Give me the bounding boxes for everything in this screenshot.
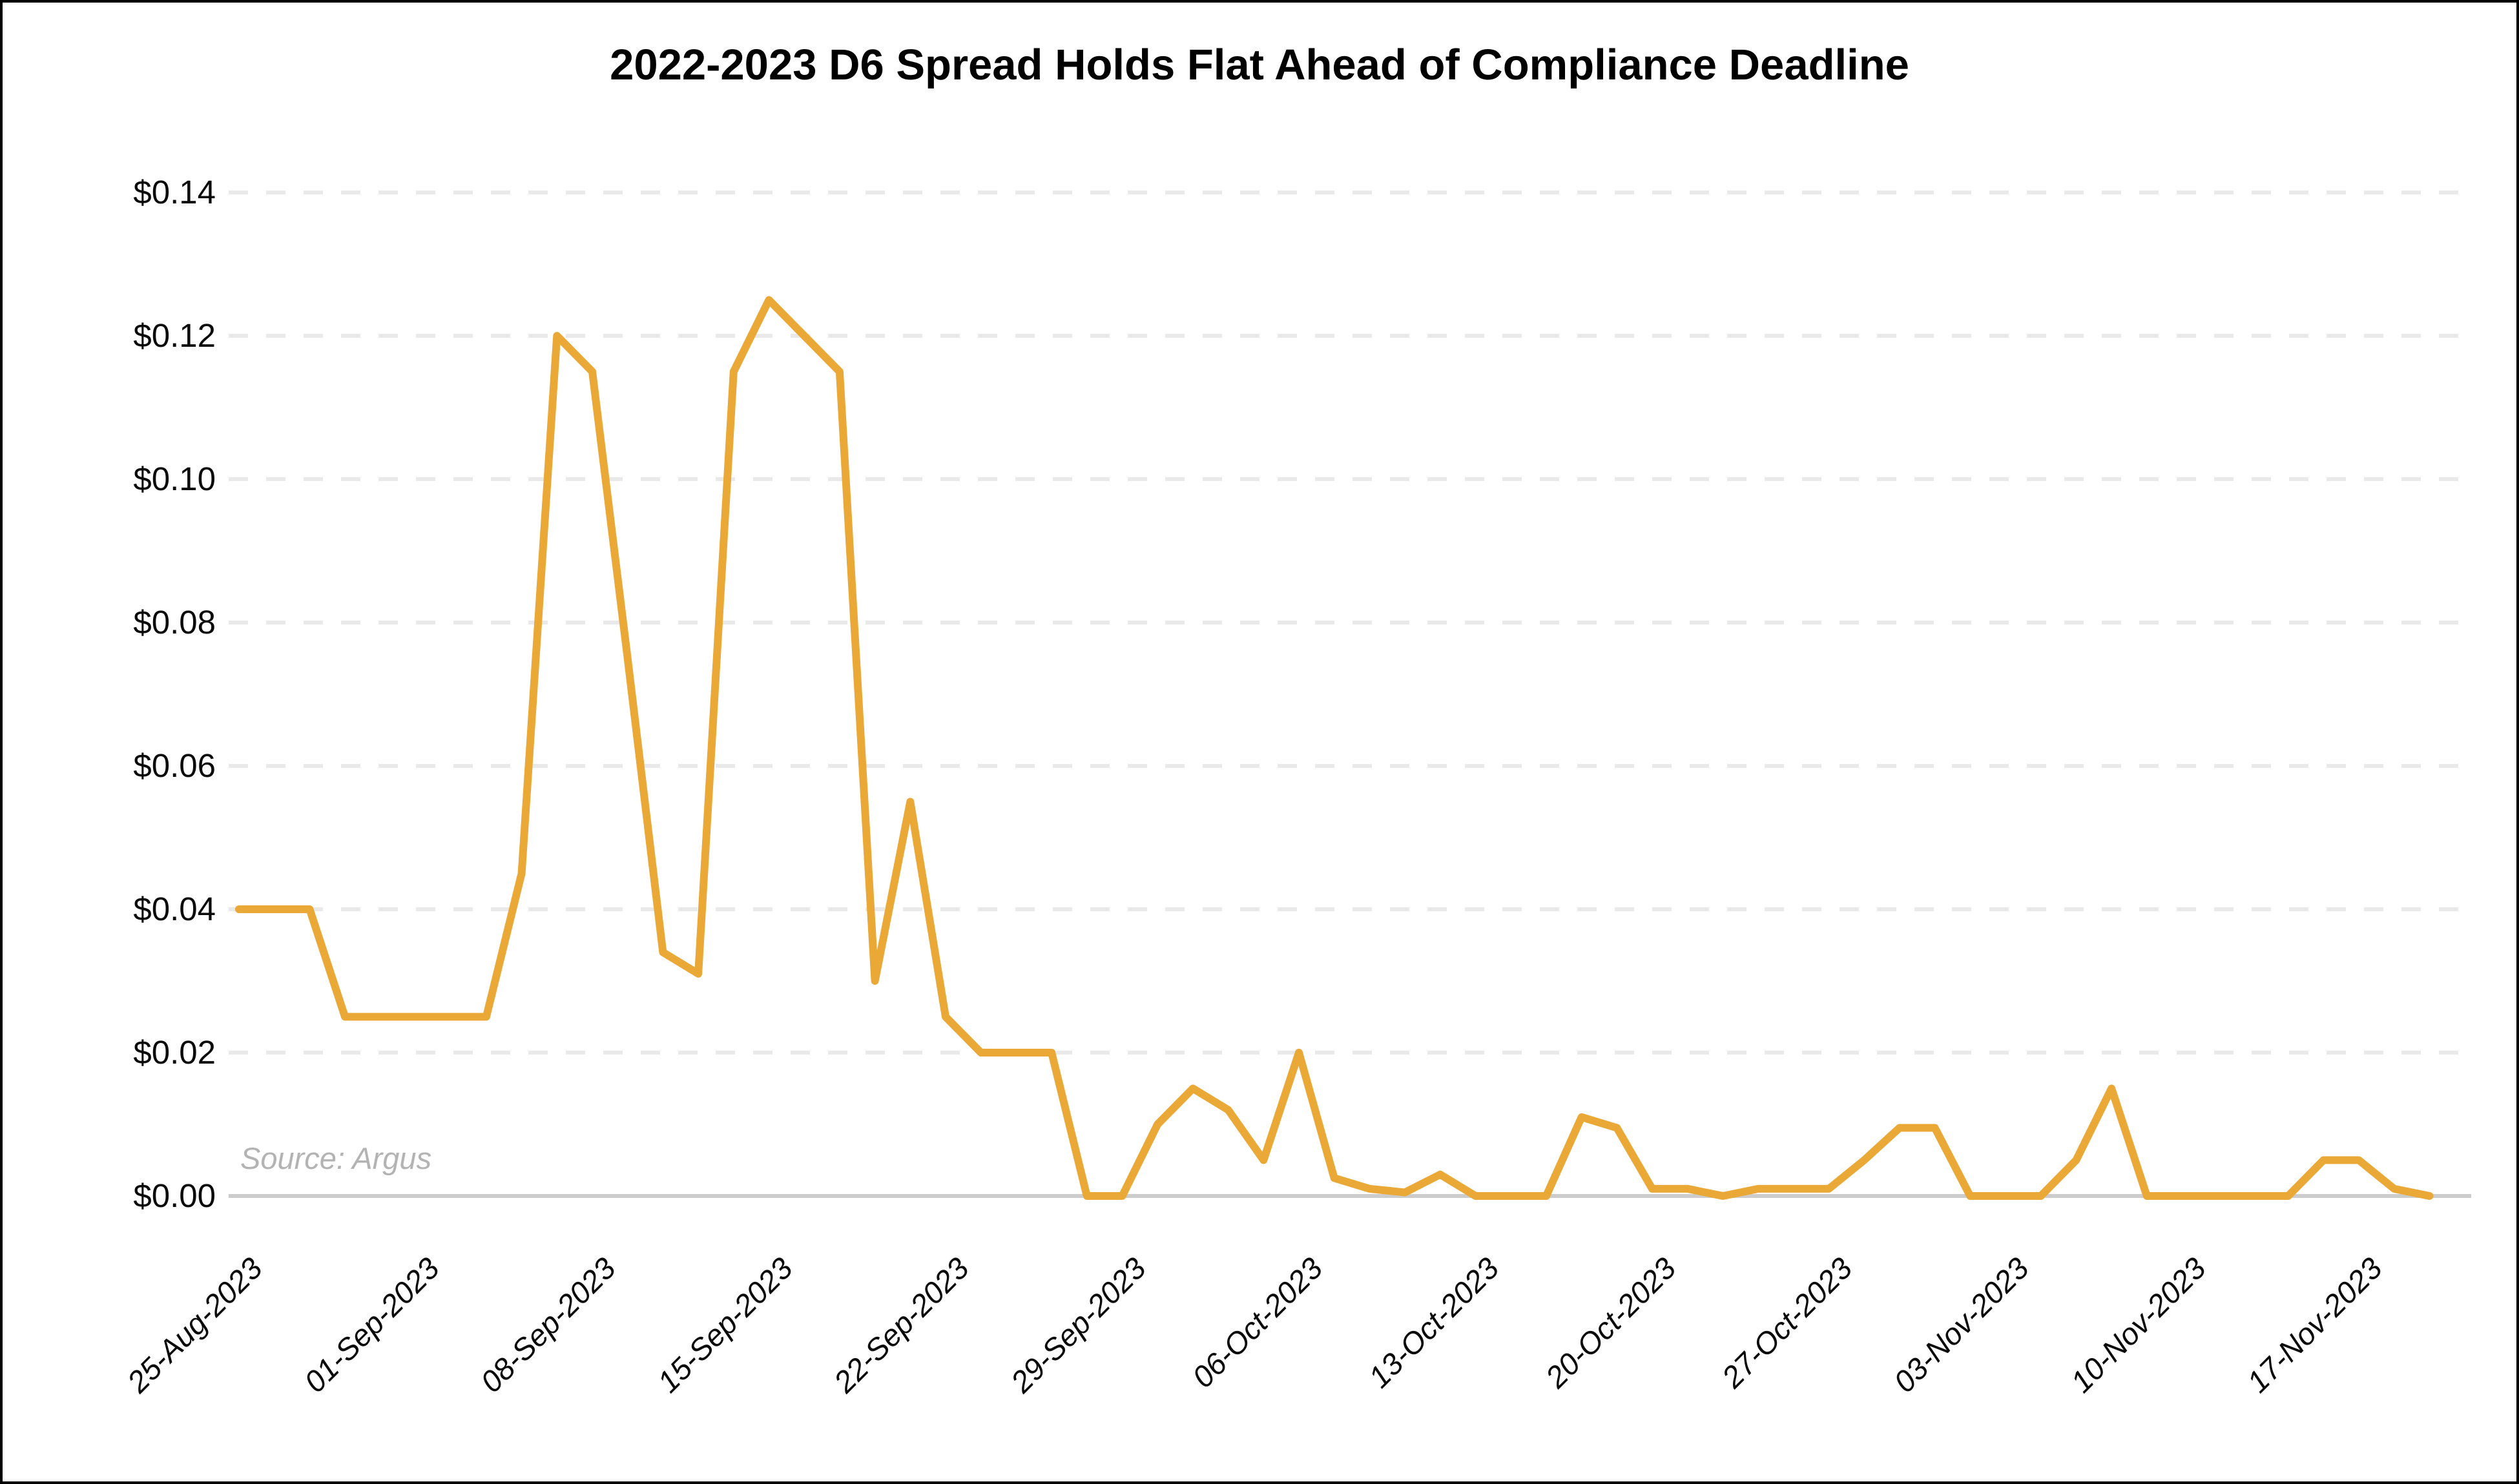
plot-area [229,191,2471,1200]
y-tick-label: $0.08 [133,604,216,641]
y-tick-label: $0.04 [133,891,216,927]
d6-spread-line [235,296,2434,1200]
y-tick-label: $0.00 [133,1177,216,1214]
chart-title: 2022-2023 D6 Spread Holds Flat Ahead of … [610,41,1909,89]
y-tick-label: $0.10 [133,460,216,497]
y-tick-label: $0.12 [133,317,216,354]
source-annotation: Source: Argus [240,1141,432,1175]
y-tick-label: $0.06 [133,747,216,784]
y-tick-label: $0.14 [133,174,216,211]
y-tick-label: $0.02 [133,1034,216,1071]
